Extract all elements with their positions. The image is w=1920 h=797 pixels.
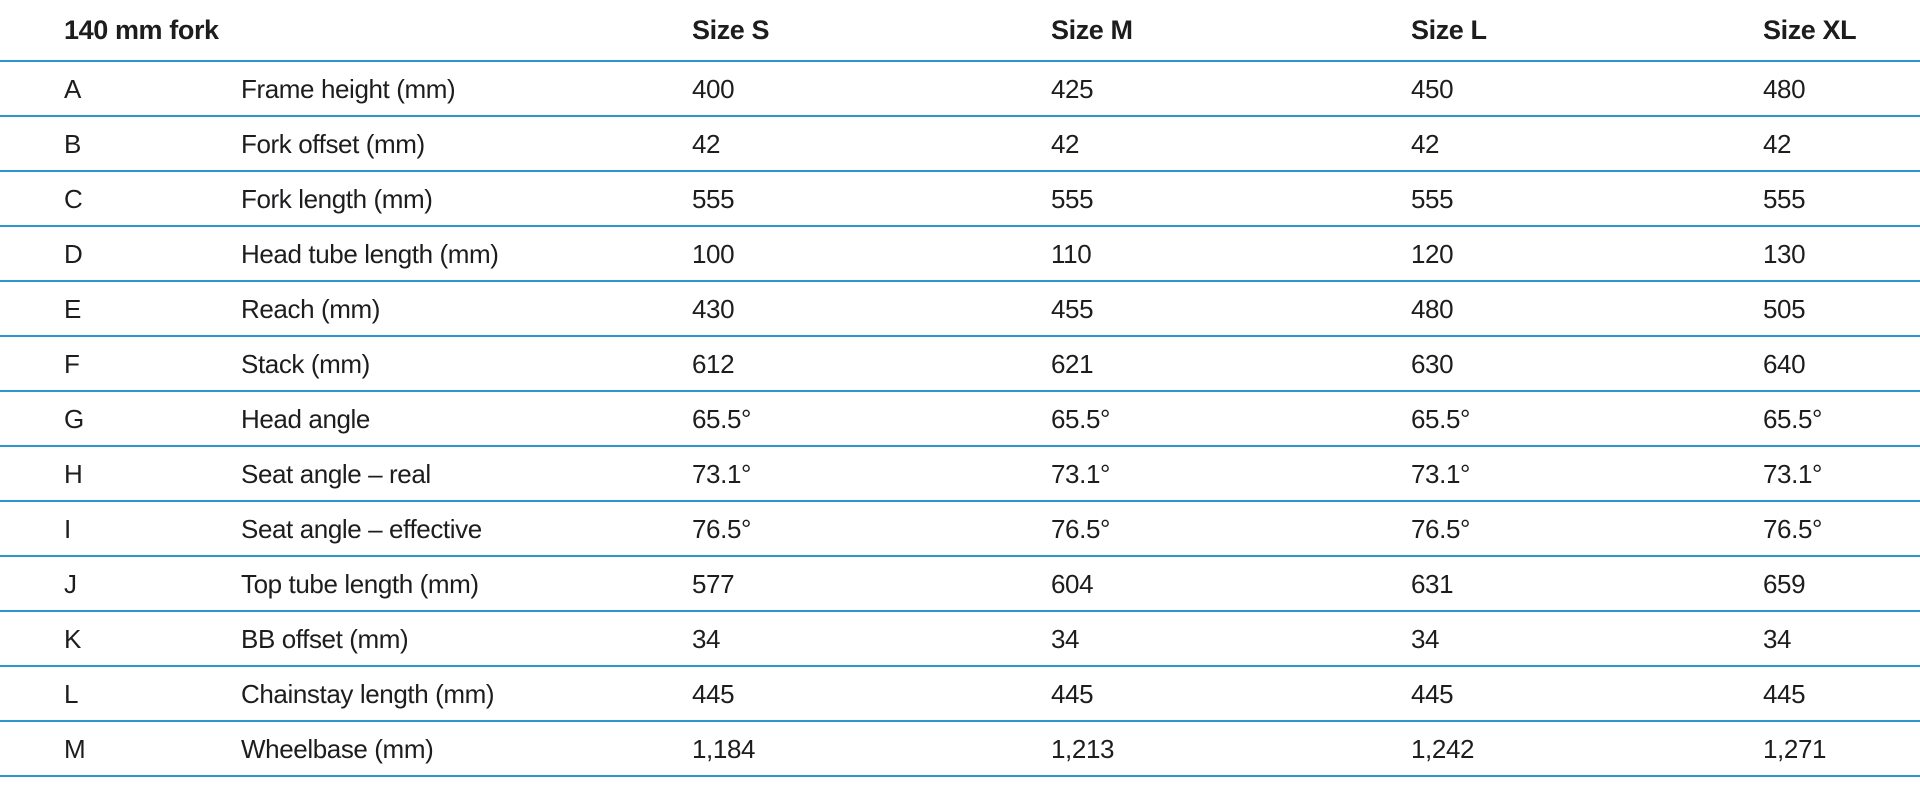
column-header-size-xl: Size XL	[1763, 14, 1857, 45]
value-size-l: 631	[1411, 568, 1454, 599]
value-size-s: 445	[692, 678, 735, 709]
column-header-size-l: Size L	[1411, 14, 1487, 45]
row-letter: C	[64, 183, 83, 214]
table-row: A Frame height (mm) 400 425 450 480	[0, 62, 1920, 117]
row-letter: I	[64, 513, 71, 544]
value-size-m: 604	[1051, 568, 1094, 599]
value-size-xl: 445	[1763, 678, 1806, 709]
column-header-size-m: Size M	[1051, 14, 1133, 45]
table-title: 140 mm fork	[64, 14, 219, 45]
row-label: Seat angle – effective	[241, 513, 482, 544]
row-letter: D	[64, 238, 83, 269]
value-size-m: 65.5°	[1051, 403, 1111, 434]
row-label: BB offset (mm)	[241, 623, 409, 654]
value-size-m: 555	[1051, 183, 1094, 214]
table-row: M Wheelbase (mm) 1,184 1,213 1,242 1,271	[0, 722, 1920, 777]
value-size-l: 445	[1411, 678, 1454, 709]
value-size-s: 100	[692, 238, 735, 269]
value-size-l: 480	[1411, 293, 1454, 324]
value-size-xl: 65.5°	[1763, 403, 1823, 434]
value-size-xl: 76.5°	[1763, 513, 1823, 544]
value-size-m: 425	[1051, 73, 1094, 104]
row-letter: E	[64, 293, 81, 324]
value-size-s: 400	[692, 73, 735, 104]
row-letter: B	[64, 128, 81, 159]
table-body: A Frame height (mm) 400 425 450 480 B Fo…	[0, 62, 1920, 777]
value-size-m: 1,213	[1051, 733, 1115, 764]
value-size-l: 120	[1411, 238, 1454, 269]
value-size-l: 34	[1411, 623, 1440, 654]
geometry-table: 140 mm fork Size S Size M Size L Size XL…	[0, 0, 1920, 777]
value-size-s: 1,184	[692, 733, 756, 764]
value-size-m: 34	[1051, 623, 1080, 654]
row-label: Reach (mm)	[241, 293, 381, 324]
value-size-l: 555	[1411, 183, 1454, 214]
value-size-m: 73.1°	[1051, 458, 1111, 489]
table-row: K BB offset (mm) 34 34 34 34	[0, 612, 1920, 667]
row-letter: L	[64, 678, 79, 709]
table-row: B Fork offset (mm) 42 42 42 42	[0, 117, 1920, 172]
value-size-s: 612	[692, 348, 735, 379]
value-size-l: 1,242	[1411, 733, 1475, 764]
row-label: Top tube length (mm)	[241, 568, 479, 599]
row-letter: H	[64, 458, 83, 489]
table-header-row: 140 mm fork Size S Size M Size L Size XL	[0, 0, 1920, 62]
value-size-l: 42	[1411, 128, 1440, 159]
row-label: Fork offset (mm)	[241, 128, 425, 159]
column-header-size-s: Size S	[692, 14, 770, 45]
value-size-m: 76.5°	[1051, 513, 1111, 544]
value-size-s: 76.5°	[692, 513, 752, 544]
table-row: L Chainstay length (mm) 445 445 445 445	[0, 667, 1920, 722]
row-label: Seat angle – real	[241, 458, 431, 489]
table-row: J Top tube length (mm) 577 604 631 659	[0, 557, 1920, 612]
row-letter: F	[64, 348, 80, 379]
row-label: Frame height (mm)	[241, 73, 456, 104]
row-label: Head angle	[241, 403, 370, 434]
value-size-l: 65.5°	[1411, 403, 1471, 434]
value-size-m: 445	[1051, 678, 1094, 709]
table-row: H Seat angle – real 73.1° 73.1° 73.1° 73…	[0, 447, 1920, 502]
value-size-s: 555	[692, 183, 735, 214]
table-row: G Head angle 65.5° 65.5° 65.5° 65.5°	[0, 392, 1920, 447]
value-size-xl: 505	[1763, 293, 1806, 324]
value-size-xl: 73.1°	[1763, 458, 1823, 489]
table-row: D Head tube length (mm) 100 110 120 130	[0, 227, 1920, 282]
value-size-xl: 130	[1763, 238, 1806, 269]
row-letter: J	[64, 568, 77, 599]
value-size-s: 577	[692, 568, 735, 599]
value-size-s: 42	[692, 128, 721, 159]
row-letter: M	[64, 733, 86, 764]
value-size-xl: 1,271	[1763, 733, 1827, 764]
value-size-xl: 480	[1763, 73, 1806, 104]
value-size-m: 110	[1051, 238, 1092, 269]
value-size-m: 42	[1051, 128, 1080, 159]
row-letter: A	[64, 73, 81, 104]
value-size-s: 430	[692, 293, 735, 324]
value-size-xl: 659	[1763, 568, 1806, 599]
row-label: Wheelbase (mm)	[241, 733, 434, 764]
row-letter: K	[64, 623, 81, 654]
table-row: I Seat angle – effective 76.5° 76.5° 76.…	[0, 502, 1920, 557]
row-label: Head tube length (mm)	[241, 238, 499, 269]
value-size-m: 621	[1051, 348, 1094, 379]
row-letter: G	[64, 403, 84, 434]
value-size-l: 73.1°	[1411, 458, 1471, 489]
value-size-xl: 555	[1763, 183, 1806, 214]
value-size-l: 76.5°	[1411, 513, 1471, 544]
value-size-s: 73.1°	[692, 458, 752, 489]
value-size-s: 34	[692, 623, 721, 654]
row-label: Stack (mm)	[241, 348, 370, 379]
row-label: Chainstay length (mm)	[241, 678, 495, 709]
table-row: F Stack (mm) 612 621 630 640	[0, 337, 1920, 392]
value-size-m: 455	[1051, 293, 1094, 324]
table-row: E Reach (mm) 430 455 480 505	[0, 282, 1920, 337]
value-size-xl: 640	[1763, 348, 1806, 379]
row-label: Fork length (mm)	[241, 183, 433, 214]
value-size-xl: 34	[1763, 623, 1792, 654]
table-row: C Fork length (mm) 555 555 555 555	[0, 172, 1920, 227]
value-size-l: 450	[1411, 73, 1454, 104]
value-size-xl: 42	[1763, 128, 1792, 159]
value-size-l: 630	[1411, 348, 1454, 379]
value-size-s: 65.5°	[692, 403, 752, 434]
